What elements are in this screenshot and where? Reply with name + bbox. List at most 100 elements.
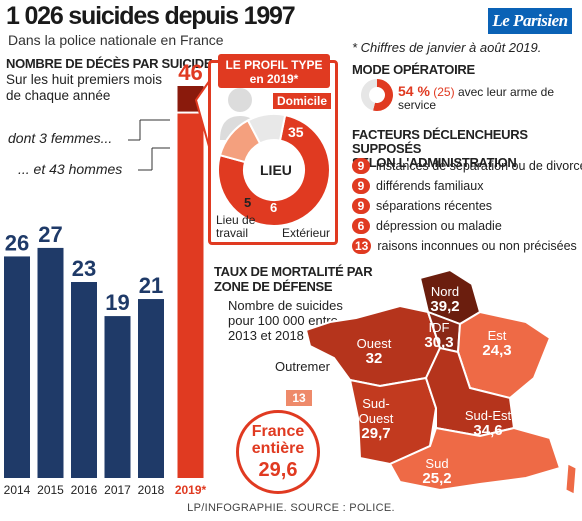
factors-title-line1: FACTEURS DÉCLENCHEURS SUPPOSÉS — [352, 127, 528, 156]
region-name: Ouest — [356, 336, 392, 351]
exterieur-label: Extérieur — [282, 226, 331, 240]
mode-donut-slice — [361, 79, 377, 111]
factor-label: instances de séparation ou de divorce — [376, 159, 582, 173]
bar-value-label: 23 — [72, 256, 96, 281]
region-label-est: Est 24,3 — [474, 328, 520, 358]
bar-value-label: 21 — [139, 273, 163, 298]
annotation-lines — [128, 119, 170, 171]
region-value: 29,7 — [361, 425, 391, 442]
bar-chart-subtitle: Sur les huit premiers mois de chaque ann… — [6, 72, 163, 103]
region-name: Sud-Ouest — [358, 396, 394, 426]
mode-text: 54 % (25) avec leur arme de service — [398, 83, 578, 112]
x-tick-label: 2017 — [104, 483, 131, 497]
region-label-idf: IDF 30,3 — [416, 320, 462, 350]
source-credit: LP/INFOGRAPHIE. SOURCE : POLICE. — [187, 502, 395, 514]
donut-slice — [217, 113, 331, 227]
domicile-value: 35 — [288, 124, 304, 140]
page-subtitle: Dans la police nationale en France — [8, 32, 224, 48]
factor-item: 9 différends familiaux — [352, 177, 483, 195]
mode-title: MODE OPÉRATOIRE — [352, 62, 475, 77]
region-label-ouest: Ouest 32 — [348, 336, 400, 366]
factor-item: 9 instances de séparation ou de divorce — [352, 157, 582, 175]
factor-label: séparations récentes — [376, 199, 493, 213]
x-tick-label: 2015 — [37, 483, 64, 497]
x-tick-label: 2016 — [71, 483, 98, 497]
exterieur-value: 6 — [270, 200, 278, 215]
region-name: Nord — [430, 284, 460, 299]
profile-title: LE PROFIL TYPE en 2019* — [218, 54, 330, 88]
factor-label: dépression ou maladie — [376, 219, 502, 233]
factors-title-line2: SELON L'ADMINISTRATION — [352, 155, 517, 170]
bar — [104, 316, 131, 478]
region-sud — [388, 426, 562, 492]
region-value: 39,2 — [430, 298, 460, 315]
factor-count: 9 — [352, 158, 370, 174]
factor-count: 6 — [352, 218, 370, 234]
footnote: * Chiffres de janvier à août 2019. — [352, 40, 542, 55]
men-annotation: ... et 43 hommes — [18, 161, 123, 177]
page-title: 1 026 suicides depuis 1997 — [6, 2, 296, 30]
region-name: IDF — [428, 320, 450, 335]
mode-percent: 54 % — [398, 83, 430, 99]
travail-label: Lieu de travail — [216, 213, 256, 240]
region-value: 30,3 — [424, 334, 454, 351]
factor-count: 9 — [352, 198, 370, 214]
map-title-line1: TAUX DE MORTALITÉ PAR — [214, 264, 373, 279]
factor-label: raisons inconnues ou non précisées — [377, 239, 577, 253]
bar-value-label: 26 — [5, 230, 29, 255]
domicile-label: Domicile — [273, 93, 332, 109]
region-value: 34,6 — [473, 422, 503, 439]
bar — [4, 256, 30, 478]
bar — [71, 282, 97, 478]
profile-title-line1: LE PROFIL TYPE — [225, 58, 323, 72]
bar — [37, 247, 64, 478]
france-map — [304, 268, 577, 495]
travail-value: 5 — [244, 195, 252, 210]
mode-description: avec leur arme de service — [398, 85, 554, 112]
bar-value-label: 46 — [178, 60, 202, 85]
mode-count: (25) — [433, 85, 455, 99]
mode-donut — [361, 79, 393, 111]
bar — [138, 299, 164, 478]
bar-value-label: 27 — [38, 222, 62, 247]
x-tick-label: 2019* — [175, 483, 207, 497]
bar-value-label: 19 — [105, 290, 129, 315]
region-label-sud-ouest: Sud-Ouest 29,7 — [346, 396, 406, 441]
region-label-nord: Nord 39,2 — [422, 284, 468, 314]
region-name: Est — [487, 328, 507, 343]
factor-count: 9 — [352, 178, 370, 194]
x-tick-label: 2018 — [138, 483, 165, 497]
map-title-line2: ZONE DE DÉFENSE — [214, 279, 333, 294]
region-label-sud: Sud 25,2 — [414, 456, 460, 486]
factors-title: FACTEURS DÉCLENCHEURS SUPPOSÉS SELON L'A… — [352, 128, 582, 170]
france-total-label: France entière — [251, 423, 305, 457]
mode-donut-slice — [373, 79, 393, 111]
map-subtitle: Nombre de suicides pour 100 000 entre 20… — [228, 298, 343, 343]
region-name: Sud-Est — [464, 408, 512, 423]
bar-chart-title: NOMBRE DE DÉCÈS PAR SUICIDE — [6, 56, 213, 71]
region-name: Sud — [425, 456, 449, 471]
outremer-value: 13 — [286, 390, 312, 406]
factor-label: différends familiaux — [376, 179, 484, 193]
outremer-label: Outremer — [275, 359, 330, 374]
bar-2019-hommes — [177, 113, 204, 478]
factor-count: 13 — [352, 238, 372, 254]
bar-series: 26 2014 27 2015 23 2016 19 2017 21 2018 46 2019* — [4, 60, 207, 497]
factor-item: 9 séparations récentes — [352, 197, 492, 215]
region-value: 32 — [365, 350, 383, 367]
publisher-logo[interactable]: Le Parisien — [488, 8, 572, 34]
profile-donut — [217, 88, 331, 227]
women-annotation: dont 3 femmes... — [8, 130, 113, 146]
france-total-badge: France entière 29,6 — [236, 410, 320, 494]
factor-item: 6 dépression ou maladie — [352, 217, 502, 235]
region-sud-est — [424, 346, 516, 438]
map-title: TAUX DE MORTALITÉ PAR ZONE DE DÉFENSE — [214, 264, 373, 294]
region-value: 24,3 — [482, 342, 512, 359]
factor-item: 13 raisons inconnues ou non précisées — [352, 237, 577, 255]
france-total-value: 29,6 — [258, 459, 298, 481]
donut-slice — [246, 113, 287, 145]
region-label-sud-est: Sud-Est 34,6 — [458, 408, 518, 438]
donut-center-label: LIEU — [260, 162, 292, 178]
x-tick-label: 2014 — [4, 483, 31, 497]
